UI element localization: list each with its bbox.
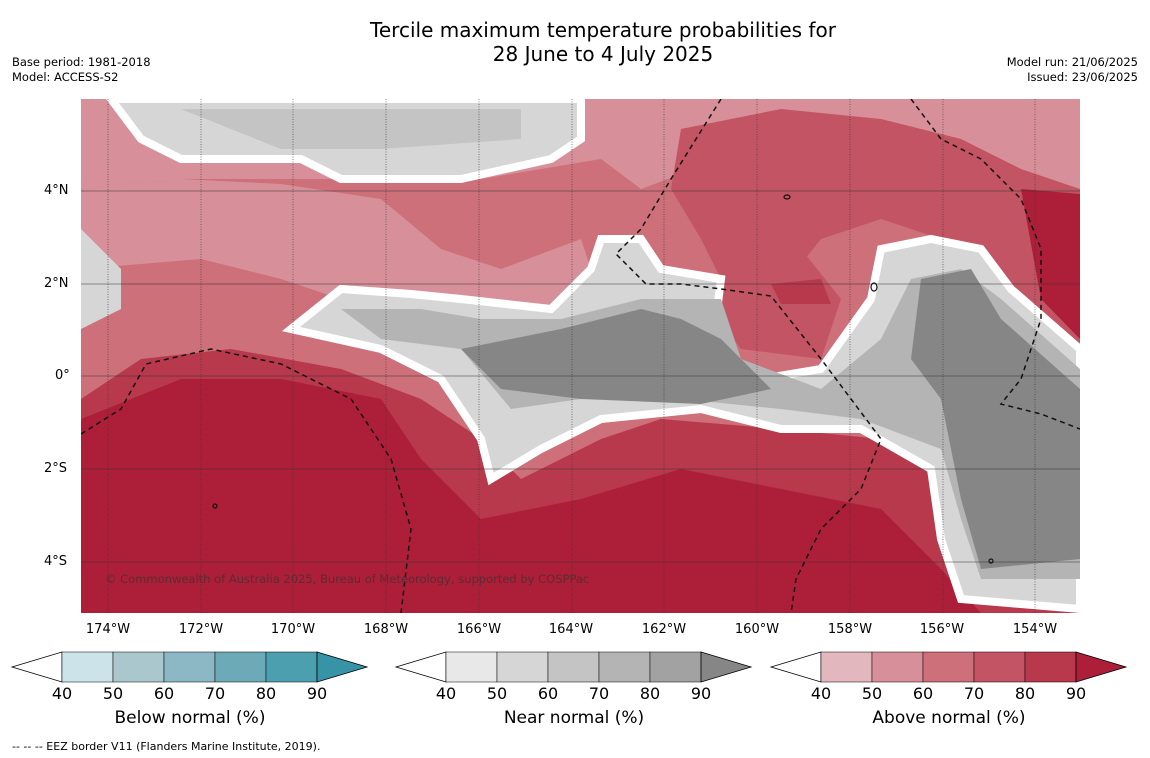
colorbar-segment — [649, 651, 702, 683]
legend-below-normal: Below normal (%) 40 50 60 70 80 90 — [10, 646, 370, 736]
colorbar-below — [10, 651, 369, 683]
near-normal-90-central — [461, 309, 771, 404]
latitude-lines — [81, 190, 1080, 563]
legend-near-normal: Near normal (%) 40 50 60 70 80 90 — [394, 646, 754, 736]
colorbar-tick-label: 60 — [153, 684, 175, 703]
model-run-text: Model run: 21/06/2025 — [1006, 55, 1138, 69]
near-normal-west-patch — [81, 229, 121, 329]
graticule — [107, 99, 1036, 613]
colorbar-tick-label: 90 — [1065, 684, 1087, 703]
probability-map: © Commonwealth of Australia 2025, Bureau… — [81, 99, 1080, 613]
lon-label-168w: 168°W — [363, 622, 409, 637]
colorbar-tick-label: 80 — [255, 684, 277, 703]
lon-label-172w: 172°W — [178, 622, 224, 637]
above-80-90-spot — [771, 279, 831, 304]
lat-label-equator: 0° — [55, 368, 70, 383]
colorbar-above — [769, 651, 1128, 683]
lat-label-4s: 4°S — [44, 554, 68, 569]
colorbar-tick-label: 70 — [963, 684, 985, 703]
lon-label-154w: 154°W — [1012, 622, 1058, 637]
lat-label-2n: 2°N — [44, 276, 69, 291]
colorbar-segment — [445, 651, 498, 683]
colorbar-segment — [1024, 651, 1077, 683]
colorbar-under-triangle — [769, 651, 822, 683]
issued-text: Issued: 23/06/2025 — [1027, 70, 1138, 84]
above-90-south — [81, 379, 981, 613]
colorbar-tick-label: 40 — [810, 684, 832, 703]
colorbar-segment — [163, 651, 216, 683]
lon-label-158w: 158°W — [827, 622, 873, 637]
legend-title-above: Above normal (%) — [872, 708, 1026, 728]
legend-title-below: Below normal (%) — [114, 708, 266, 728]
lon-label-174w: 174°W — [85, 622, 131, 637]
colorbar-over-triangle — [700, 651, 753, 683]
lon-label-162w: 162°W — [641, 622, 687, 637]
title-line-2: 28 June to 4 July 2025 — [492, 42, 714, 66]
colorbar-tick-label: 80 — [1014, 684, 1036, 703]
colorbar-tick-label: 90 — [306, 684, 328, 703]
colorbar-segment — [61, 651, 114, 683]
colorbar-tick-label: 40 — [435, 684, 457, 703]
colorbar-under-triangle — [394, 651, 447, 683]
near-normal-90-east — [911, 269, 1080, 569]
colorbar-segment — [922, 651, 975, 683]
colorbar-tick-label: 70 — [588, 684, 610, 703]
title-line-1: Tercile maximum temperature probabilitie… — [370, 18, 836, 42]
colorbar-tick-label: 80 — [639, 684, 661, 703]
islands — [212, 194, 994, 564]
lon-label-170w: 170°W — [270, 622, 316, 637]
colorbar-over-triangle — [316, 651, 369, 683]
colorbar-tick-label: 50 — [102, 684, 124, 703]
colorbar-tick-label: 60 — [912, 684, 934, 703]
colorbar-segment — [598, 651, 651, 683]
colorbar-segment — [496, 651, 549, 683]
colorbar-tick-label: 40 — [51, 684, 73, 703]
eez-borders — [81, 99, 1080, 613]
colorbar-tick-label: 90 — [690, 684, 712, 703]
colorbar-tick-label: 50 — [486, 684, 508, 703]
map-title: Tercile maximum temperature probabilitie… — [0, 18, 1150, 66]
above-70-80-zone-2 — [711, 249, 841, 359]
colorbar-segment — [547, 651, 600, 683]
lon-label-160w: 160°W — [734, 622, 780, 637]
copyright-notice: © Commonwealth of Australia 2025, Bureau… — [105, 572, 590, 586]
model-info: Base period: 1981-2018 Model: ACCESS-S2 — [12, 55, 151, 85]
run-info: Model run: 21/06/2025 Issued: 23/06/2025 — [1007, 55, 1138, 85]
above-90-zone-ne — [1021, 189, 1080, 339]
eez-footnote: -- -- -- EEZ border V11 (Flanders Marine… — [12, 740, 321, 753]
legend-above-normal: Above normal (%) 40 50 60 70 80 90 — [769, 646, 1129, 736]
colorbar-segment — [871, 651, 924, 683]
colorbar-near — [394, 651, 753, 683]
colorbar-tick-label: 60 — [537, 684, 559, 703]
near-normal-north-inner — [181, 109, 521, 149]
colorbar-over-triangle — [1075, 651, 1128, 683]
colorbar-tick-label: 70 — [204, 684, 226, 703]
lat-label-2s: 2°S — [44, 461, 68, 476]
colorbar-segment — [973, 651, 1026, 683]
above-50-60-zone-2 — [81, 179, 601, 329]
legend-title-near: Near normal (%) — [503, 708, 645, 728]
colorbar-tick-label: 50 — [861, 684, 883, 703]
colorbar-segment — [265, 651, 318, 683]
lon-label-166w: 166°W — [456, 622, 502, 637]
colorbar-segment — [112, 651, 165, 683]
colorbar-segment — [214, 651, 267, 683]
base-period-text: Base period: 1981-2018 — [12, 55, 151, 69]
map-canvas: © Commonwealth of Australia 2025, Bureau… — [81, 99, 1080, 613]
lon-label-164w: 164°W — [548, 622, 594, 637]
colorbar-under-triangle — [10, 651, 63, 683]
lon-label-156w: 156°W — [919, 622, 965, 637]
model-text: Model: ACCESS-S2 — [12, 70, 119, 84]
colorbar-segment — [820, 651, 873, 683]
lat-label-4n: 4°N — [44, 183, 69, 198]
